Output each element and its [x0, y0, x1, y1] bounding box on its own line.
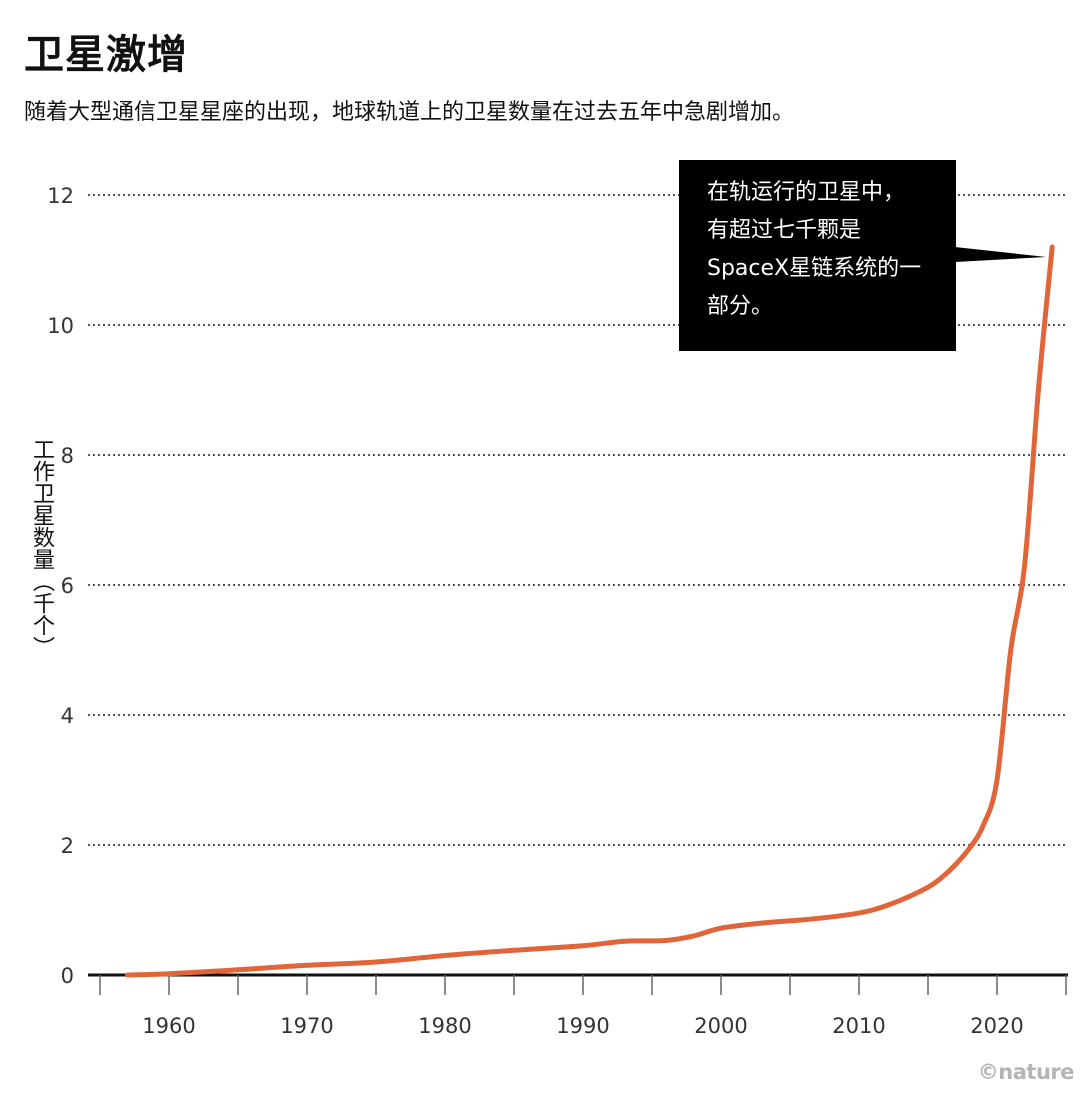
annotation-line: 部分。 [707, 294, 774, 319]
y-tick-label: 6 [61, 574, 74, 598]
y-tick-label: 12 [47, 184, 74, 208]
x-tick-label: 1980 [418, 1014, 471, 1038]
annotation-box: 在轨运行的卫星中， 有超过七千颗是 SpaceX星链系统的一 部分。 [679, 160, 956, 351]
x-tick-label: 2000 [694, 1014, 747, 1038]
callout-pointer [955, 247, 1047, 262]
y-tick-label: 2 [61, 834, 74, 858]
x-tick-label: 1960 [142, 1014, 195, 1038]
y-tick-label: 4 [61, 704, 74, 728]
y-tick-label: 0 [61, 964, 74, 988]
y-axis-ticks: 0 2 4 6 8 10 12 [47, 184, 74, 988]
nature-credit: ©nature [977, 1060, 1075, 1084]
annotation-line: 在轨运行的卫星中， [707, 180, 906, 205]
y-axis-label: 工作卫星数量（千个） [29, 438, 54, 658]
y-tick-label: 8 [61, 444, 74, 468]
x-tick-label: 2020 [970, 1014, 1023, 1038]
x-tick-label: 1970 [280, 1014, 333, 1038]
x-tick-label: 2010 [832, 1014, 885, 1038]
x-tick-label: 1990 [556, 1014, 609, 1038]
chart-title: 卫星激增 [24, 32, 188, 78]
annotation-line: 有超过七千颗是 [707, 218, 862, 243]
x-axis-ticks: 1960 1970 1980 1990 2000 2010 2020 [142, 1014, 1023, 1038]
annotation-text: 在轨运行的卫星中， 有超过七千颗是 SpaceX星链系统的一 部分。 [707, 174, 947, 326]
y-tick-label: 10 [47, 314, 74, 338]
x-axis [88, 973, 1068, 995]
annotation-line: SpaceX星链系统的一 [707, 256, 922, 281]
series-line [125, 244, 1055, 978]
chart-subtitle: 随着大型通信卫星星座的出现，地球轨道上的卫星数量在过去五年中急剧增加。 [24, 100, 795, 125]
